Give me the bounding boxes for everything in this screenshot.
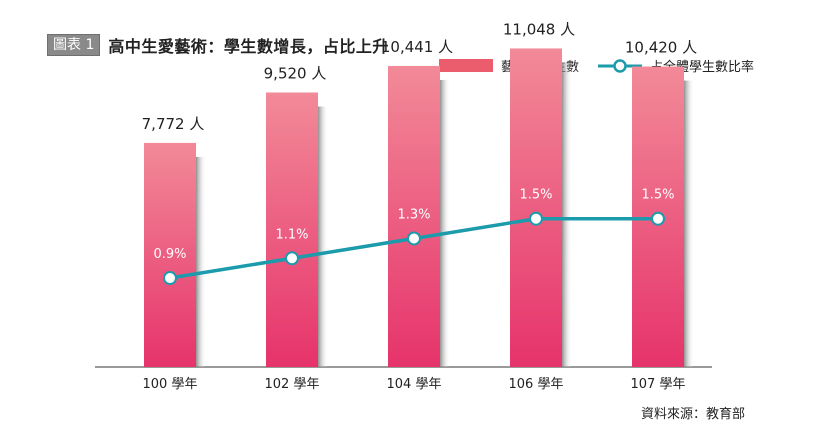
x-tick-label: 106 學年: [509, 377, 564, 392]
bar-value-label: 10,420 人: [625, 39, 697, 57]
bar-shadow: [684, 80, 694, 367]
legend-line-marker: [613, 59, 627, 73]
ratio-label: 1.5%: [641, 188, 674, 203]
ratio-label: 1.1%: [275, 227, 308, 242]
ratio-point: [163, 271, 177, 286]
bar: [144, 142, 196, 367]
bar: [510, 48, 562, 367]
bar-shadow: [318, 106, 328, 368]
x-tick-label: 104 學年: [387, 377, 442, 392]
bar-shadow: [562, 62, 572, 367]
bar: [266, 92, 318, 368]
x-tick-label: 100 學年: [143, 377, 198, 392]
bar-shadow: [440, 79, 450, 367]
bar-value-label: 9,520 人: [264, 65, 327, 83]
ratio-label: 1.5%: [519, 188, 552, 203]
chart-title: 高中生愛藝術：學生數增長，占比上升: [108, 37, 389, 56]
ratio-point: [529, 211, 543, 226]
bar-value-label: 10,441 人: [381, 38, 453, 56]
figure-tag: 圖表 1: [47, 34, 101, 56]
bar-value-label: 11,048 人: [503, 20, 575, 38]
bar-shadow: [196, 156, 206, 367]
source-note: 資料來源：教育部: [641, 407, 746, 422]
bar-value-label: 7,772 人: [142, 115, 205, 133]
bar: [388, 65, 440, 367]
ratio-point: [651, 211, 665, 226]
ratio-label: 1.3%: [397, 207, 430, 222]
legend-bar-swatch: [439, 59, 493, 72]
ratio-point: [407, 231, 421, 246]
title-row: 圖表 1 高中生愛藝術：學生數增長，占比上升: [47, 34, 389, 56]
x-tick-label: 102 學年: [265, 377, 320, 392]
ratio-point: [285, 251, 299, 266]
x-tick-label: 107 學年: [631, 377, 686, 392]
ratio-label: 0.9%: [153, 247, 186, 262]
